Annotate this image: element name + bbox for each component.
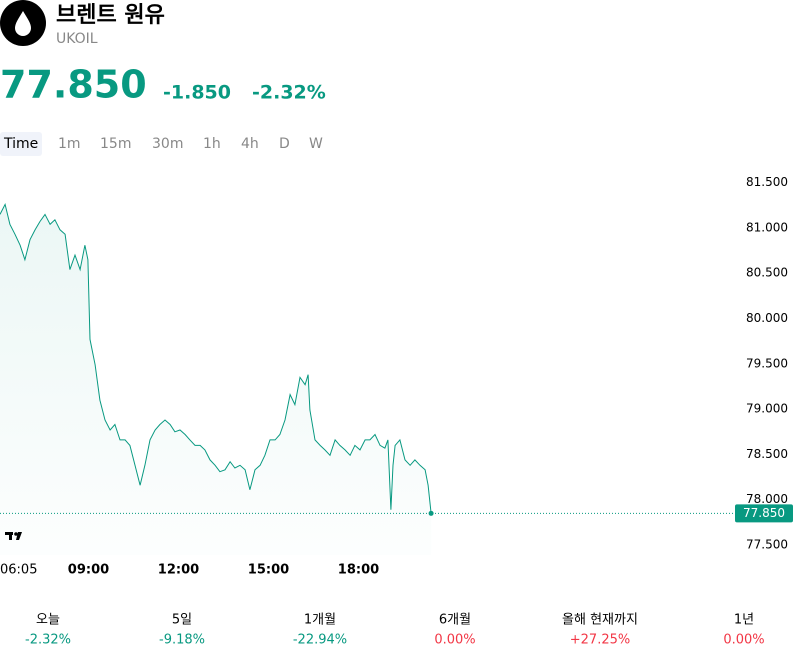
timeframe-tab[interactable]: 15m <box>100 136 131 152</box>
period-label[interactable]: 올해 현재까지 <box>562 613 638 628</box>
area <box>0 204 432 555</box>
y-tick-label: 80.000 <box>746 311 788 325</box>
title: 브렌트 원유 <box>56 3 165 28</box>
period-change[interactable]: -2.32% <box>25 633 71 648</box>
drop-icon <box>15 11 31 36</box>
x-tick-label: 06:05 <box>0 563 37 578</box>
price-line <box>0 202 432 514</box>
timeframe-tab[interactable]: 4h <box>241 136 259 152</box>
period-change[interactable]: -9.18% <box>159 633 205 648</box>
symbol: UKOIL <box>56 31 98 47</box>
period-change[interactable]: 0.00% <box>434 633 475 648</box>
period-label[interactable]: 6개월 <box>439 613 471 628</box>
last-point <box>428 510 434 516</box>
period-change[interactable]: 0.00% <box>723 633 764 648</box>
x-tick-label: 12:00 <box>158 563 199 578</box>
timeframe-tab[interactable]: 1m <box>58 136 81 152</box>
period-label[interactable]: 1개월 <box>304 613 336 628</box>
y-tick-label: 77.500 <box>746 538 788 552</box>
last-price-tag <box>735 504 793 523</box>
period-label[interactable]: 오늘 <box>36 613 60 628</box>
period-change[interactable]: +27.25% <box>570 633 630 648</box>
timeframe-tab[interactable]: Time <box>3 136 38 152</box>
timeframe-tab[interactable]: 1h <box>203 136 221 152</box>
period-label[interactable]: 1년 <box>734 613 754 628</box>
y-tick-label: 81.500 <box>746 175 788 189</box>
change-percent: -2.32% <box>252 82 326 104</box>
last-price-label: 77.850 <box>743 506 785 520</box>
y-tick-label: 79.000 <box>746 402 788 416</box>
y-tick-label: 81.000 <box>746 220 788 234</box>
price: 77.850 <box>0 63 147 107</box>
timeframe-tab[interactable]: D <box>279 136 290 152</box>
period-label[interactable]: 5일 <box>172 613 192 628</box>
period-change[interactable]: -22.94% <box>293 633 347 648</box>
timeframe-tab[interactable]: W <box>309 136 323 152</box>
change: -1.850 <box>163 82 231 104</box>
x-tick-label: 15:00 <box>248 563 289 578</box>
x-tick-label: 09:00 <box>68 563 109 578</box>
tab-active-bg <box>0 132 42 156</box>
x-tick-label: 18:00 <box>338 563 379 578</box>
timeframe-tab[interactable]: 30m <box>152 136 183 152</box>
y-tick-label: 78.500 <box>746 447 788 461</box>
y-tick-label: 80.500 <box>746 266 788 280</box>
y-tick-label: 79.500 <box>746 356 788 370</box>
y-tick-label: 78.000 <box>746 492 788 506</box>
